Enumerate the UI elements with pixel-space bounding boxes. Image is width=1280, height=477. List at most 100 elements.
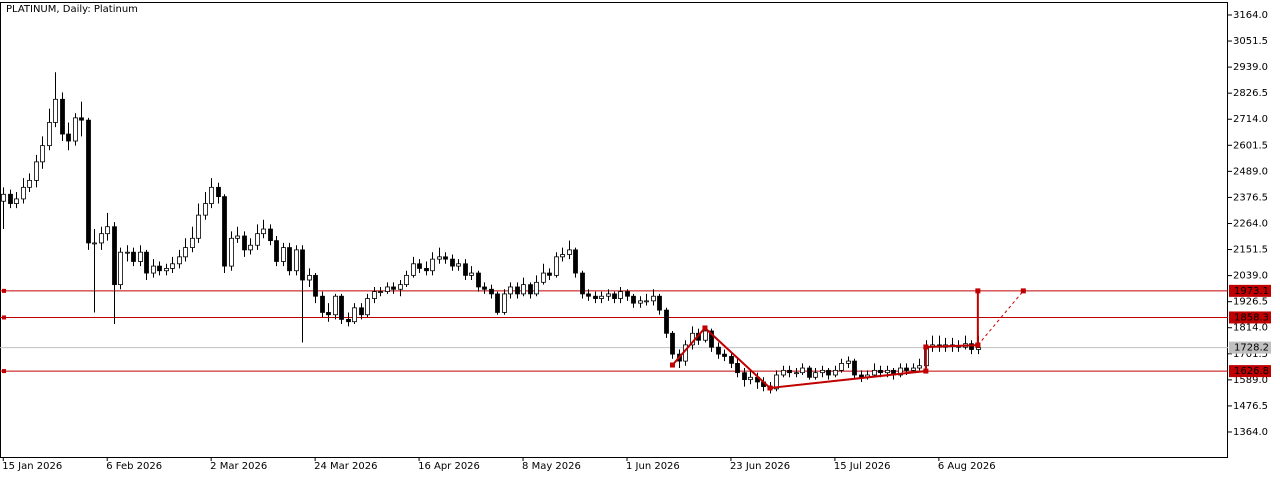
path-node [923,368,929,374]
x-tick-label: 24 Mar 2026 [314,461,377,472]
candle-body [105,226,110,235]
candle-body [235,235,240,239]
candle-body [8,193,13,204]
candle-body [820,369,825,374]
candle-body [567,249,572,255]
candle-body [489,288,494,295]
candle-body [495,293,500,313]
candle-body [573,249,578,274]
candle-body [450,258,455,267]
candle-body [1,193,6,202]
candle-body [372,291,377,299]
candle-body [852,360,857,376]
candle-body [118,251,123,286]
path-node [702,325,708,331]
path-node [1020,288,1026,294]
candle-body [709,330,714,348]
candle-body [638,300,643,304]
candle-body [326,312,331,316]
candle-body [300,249,305,281]
y-tick-label: 1926.5 [1233,297,1268,308]
candle-body [47,122,52,147]
candle-body [60,98,65,135]
candle-body [398,284,403,290]
candle-body [722,353,727,357]
y-tick-label: 1364.0 [1233,427,1268,438]
candle-body [774,374,779,390]
candle-body [703,330,708,341]
candle-body [463,263,468,276]
candle-body [651,295,656,302]
y-tick-label: 3164.0 [1233,10,1268,21]
x-tick-label: 15 Jan 2026 [2,461,62,472]
candle-body [885,369,890,374]
candle-body [268,228,273,242]
candle-body [294,249,299,272]
candle-body [404,274,409,286]
candle-body [190,237,195,248]
y-tick-label: 2826.5 [1233,88,1268,99]
y-tick-label: 2489.0 [1233,166,1268,177]
price-tag [1229,284,1271,297]
candle-body [27,179,32,188]
candle-body [34,161,39,181]
candle-body [872,369,877,376]
candle-body [255,233,260,246]
candle-body [664,309,669,334]
candle-body [593,295,598,299]
y-tick-label: 1814.0 [1233,323,1268,334]
level-handle [2,288,6,293]
candle-body [476,272,481,288]
candle-body [917,365,922,369]
candle-body [560,254,565,258]
candle-body [833,369,838,376]
x-tick-label: 16 Apr 2026 [418,461,480,472]
candle-body [586,293,591,297]
candle-body [670,332,675,355]
candle-body [502,293,507,313]
x-tick-label: 15 Jul 2026 [834,461,891,472]
candle-body [534,281,539,295]
chart-title: PLATINUM, Daily: Platinum [6,4,138,15]
candle-body [618,291,623,299]
candle-body [40,145,45,163]
candle-body [222,196,227,267]
candle-body [14,198,19,204]
candle-body [521,284,526,295]
candle-body [800,367,805,374]
candle-body [73,117,78,142]
candle-body [976,347,981,350]
candle-body [378,291,383,293]
candle-body [430,258,435,272]
y-tick-label: 1589.0 [1233,375,1268,386]
path-node [923,344,929,350]
y-tick-label: 1701.5 [1233,349,1268,360]
candle-body [411,263,416,276]
candle-body [281,247,286,262]
candle-body [86,119,91,244]
y-tick-label: 2376.5 [1233,192,1268,203]
candle-body [164,268,169,272]
candle-body [365,298,370,316]
y-tick-label: 2939.0 [1233,62,1268,73]
candle-body [209,186,214,204]
candle-body [99,233,104,244]
price-tag [1229,365,1271,378]
candle-body [352,307,357,323]
candle-body [631,295,636,304]
candle-body [826,369,831,376]
candle-body [508,286,513,295]
candle-body [138,251,143,262]
path-node [767,385,773,391]
x-tick-label: 1 Jun 2026 [626,461,680,472]
candle-body [787,369,792,374]
candle-body [53,98,58,123]
candle-body [92,242,97,245]
x-tick-label: 2 Mar 2026 [210,461,267,472]
candle-body [469,272,474,276]
candle-body [79,117,84,121]
candle-body [813,372,818,378]
candle-body [625,291,630,297]
y-tick-label: 2151.5 [1233,245,1268,256]
candle-body [781,369,786,376]
